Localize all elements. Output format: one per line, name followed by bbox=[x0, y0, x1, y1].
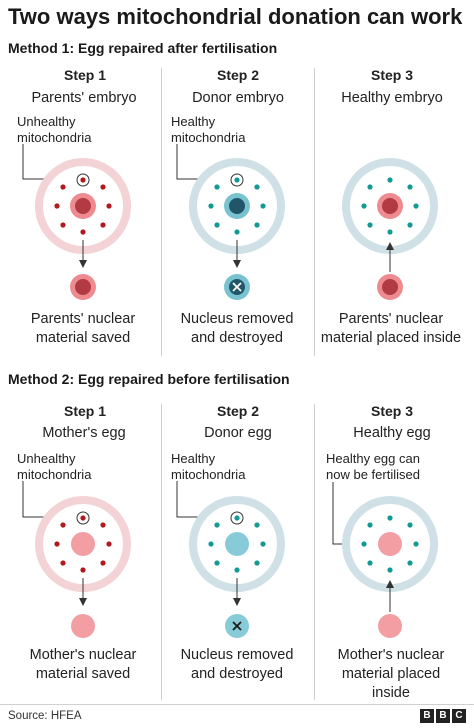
mito-dots bbox=[361, 177, 419, 235]
m1-step2-subtitle: Donor embryo bbox=[192, 90, 284, 106]
m1-step2-heading: Step 2 bbox=[216, 67, 259, 83]
m2-step3-caption: Mother's nuclear material placed inside bbox=[311, 646, 471, 703]
caption-line: material placed bbox=[341, 666, 441, 682]
m1-step2-embryo bbox=[176, 144, 285, 300]
label-line: mitochondria bbox=[17, 130, 92, 145]
mito-dots bbox=[208, 515, 266, 573]
mito-dots bbox=[54, 515, 112, 573]
m1-step3-embryo bbox=[342, 158, 438, 300]
column-divider bbox=[161, 68, 162, 356]
arrow-head bbox=[79, 598, 87, 606]
label-line: Healthy egg can bbox=[326, 451, 420, 466]
caption-line: material saved bbox=[35, 666, 131, 682]
inserted-nucleus-core bbox=[382, 279, 398, 295]
saved-nucleus bbox=[71, 614, 95, 638]
arrow-head bbox=[233, 598, 241, 606]
m2-step1-subtitle: Mother's egg bbox=[42, 425, 126, 441]
mito-dots bbox=[54, 177, 112, 235]
x-icon bbox=[232, 621, 242, 631]
column-divider bbox=[314, 68, 315, 356]
m2-step2-heading: Step 2 bbox=[216, 403, 259, 419]
label-line: mitochondria bbox=[171, 467, 246, 482]
m2-step1-mito-label: Unhealthy mitochondria bbox=[17, 451, 91, 483]
caption-line: material placed inside bbox=[320, 330, 462, 346]
method2-heading: Method 2: Egg repaired before fertilisat… bbox=[8, 371, 290, 387]
caption-line: Parents' nuclear bbox=[30, 311, 136, 327]
m2-step3-egg bbox=[332, 482, 438, 638]
caption-line: and destroyed bbox=[191, 330, 283, 346]
label-line: mitochondria bbox=[171, 130, 246, 145]
caption-line: inside bbox=[372, 685, 410, 701]
nucleus bbox=[71, 532, 95, 556]
caption-line: Nucleus removed bbox=[180, 311, 294, 327]
method1-heading: Method 1: Egg repaired after fertilisati… bbox=[8, 40, 278, 56]
m2-step1-egg bbox=[22, 481, 131, 638]
x-icon bbox=[232, 282, 242, 292]
m1-step2-mito-label: Healthy mitochondria bbox=[171, 114, 245, 146]
logo-letter: B bbox=[420, 709, 434, 723]
m2-step1-caption: Mother's nuclear material saved bbox=[5, 646, 161, 684]
arrow-head bbox=[79, 260, 87, 268]
m1-step3-subtitle: Healthy embryo bbox=[341, 90, 443, 106]
label-line: Healthy bbox=[171, 114, 216, 129]
m1-step2-caption: Nucleus removed and destroyed bbox=[159, 310, 315, 348]
m2-step2-mito-label: Healthy mitochondria bbox=[171, 451, 245, 483]
bbc-logo: B B C bbox=[420, 709, 466, 723]
m1-step3-heading: Step 3 bbox=[370, 67, 413, 83]
caption-line: Nucleus removed bbox=[180, 647, 294, 663]
label-line: mitochondria bbox=[17, 467, 92, 482]
caption-line: and destroyed bbox=[191, 666, 283, 682]
m2-step3-note: Healthy egg can now be fertilised bbox=[326, 451, 420, 483]
source-note: Source: HFEA bbox=[8, 710, 82, 722]
m1-step1-caption: Parents' nuclear material saved bbox=[5, 310, 161, 348]
mito-dots bbox=[361, 515, 419, 573]
arrow-head bbox=[233, 260, 241, 268]
m2-step1-heading: Step 1 bbox=[63, 403, 106, 419]
nucleus-core bbox=[229, 198, 245, 214]
column-divider bbox=[314, 404, 315, 700]
nucleus bbox=[378, 532, 402, 556]
caption-line: Mother's nuclear bbox=[29, 647, 137, 663]
m2-step2-caption: Nucleus removed and destroyed bbox=[159, 646, 315, 684]
label-line: Unhealthy bbox=[17, 114, 76, 129]
footer-divider bbox=[0, 704, 474, 705]
nucleus bbox=[225, 532, 249, 556]
inserted-nucleus bbox=[378, 614, 402, 638]
m2-step3-heading: Step 3 bbox=[370, 403, 413, 419]
page-title: Two ways mitochondrial donation can work bbox=[8, 4, 463, 29]
label-line: now be fertilised bbox=[326, 467, 420, 482]
label-line: Unhealthy bbox=[17, 451, 76, 466]
m1-step3-caption: Parents' nuclear material placed inside bbox=[311, 310, 471, 348]
logo-letter: C bbox=[452, 709, 466, 723]
nucleus-core bbox=[75, 198, 91, 214]
saved-nucleus-core bbox=[75, 279, 91, 295]
m2-step2-subtitle: Donor egg bbox=[204, 425, 272, 441]
m2-step3-subtitle: Healthy egg bbox=[353, 425, 431, 441]
arrow-head bbox=[386, 242, 394, 250]
caption-line: material saved bbox=[35, 330, 131, 346]
arrow-head bbox=[386, 580, 394, 588]
column-divider bbox=[161, 404, 162, 700]
caption-line: Mother's nuclear bbox=[337, 647, 445, 663]
nucleus-core bbox=[382, 198, 398, 214]
m1-step1-embryo bbox=[22, 144, 131, 300]
m1-step1-mito-label: Unhealthy mitochondria bbox=[17, 114, 91, 146]
m1-step1-subtitle: Parents' embryo bbox=[31, 90, 137, 106]
logo-letter: B bbox=[436, 709, 450, 723]
label-line: Healthy bbox=[171, 451, 216, 466]
mito-dots bbox=[208, 177, 266, 235]
caption-line: Parents' nuclear bbox=[338, 311, 444, 327]
m2-step2-egg bbox=[176, 481, 285, 638]
m1-step1-heading: Step 1 bbox=[63, 67, 106, 83]
